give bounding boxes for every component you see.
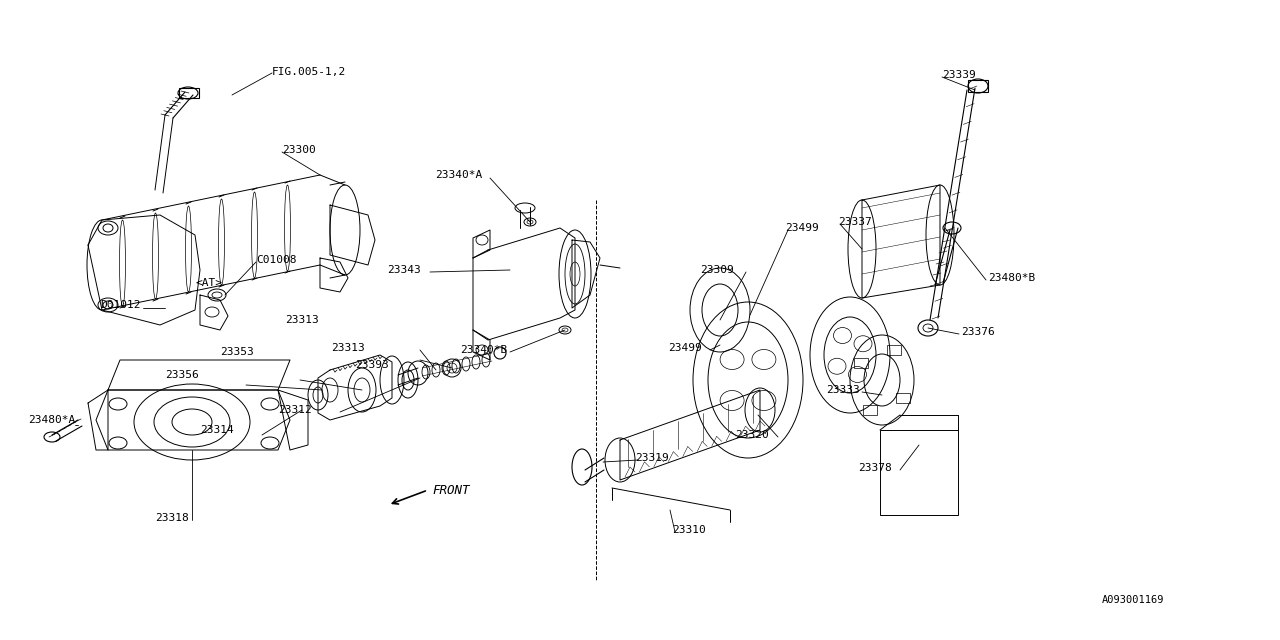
- Text: FRONT: FRONT: [433, 483, 470, 497]
- Text: 23320: 23320: [735, 430, 769, 440]
- Text: 23339: 23339: [942, 70, 975, 80]
- Bar: [881, 430, 957, 515]
- Text: 23313: 23313: [285, 315, 319, 325]
- Text: 23333: 23333: [826, 385, 860, 395]
- Bar: [968, 80, 988, 92]
- Bar: [179, 88, 198, 98]
- Text: 23300: 23300: [282, 145, 316, 155]
- Text: 23314: 23314: [200, 425, 234, 435]
- Text: 23499: 23499: [785, 223, 819, 233]
- Text: 23480*B: 23480*B: [988, 273, 1036, 283]
- Text: 23309: 23309: [700, 265, 733, 275]
- Text: 23340*B: 23340*B: [460, 345, 507, 355]
- Text: 23378: 23378: [858, 463, 892, 473]
- Text: 23318: 23318: [155, 513, 188, 523]
- Bar: [887, 345, 901, 355]
- Text: 23319: 23319: [635, 453, 668, 463]
- Text: 23376: 23376: [961, 327, 995, 337]
- Text: A093001169: A093001169: [1102, 595, 1165, 605]
- Text: 23480*A: 23480*A: [28, 415, 76, 425]
- Text: 23337: 23337: [838, 217, 872, 227]
- Bar: [863, 405, 877, 415]
- Text: 23499: 23499: [668, 343, 701, 353]
- Bar: [896, 392, 910, 403]
- Text: 23393: 23393: [355, 360, 389, 370]
- Text: FIG.005-1,2: FIG.005-1,2: [273, 67, 347, 77]
- Text: 23310: 23310: [672, 525, 705, 535]
- Text: <AT>: <AT>: [195, 278, 221, 288]
- Text: 23340*A: 23340*A: [435, 170, 483, 180]
- Text: D01012: D01012: [100, 300, 141, 310]
- Bar: [854, 358, 868, 367]
- Text: C01008: C01008: [256, 255, 297, 265]
- Text: 23353: 23353: [220, 347, 253, 357]
- Text: 23312: 23312: [278, 405, 312, 415]
- Text: 23356: 23356: [165, 370, 198, 380]
- Text: 23313: 23313: [332, 343, 365, 353]
- Text: 23343: 23343: [387, 265, 421, 275]
